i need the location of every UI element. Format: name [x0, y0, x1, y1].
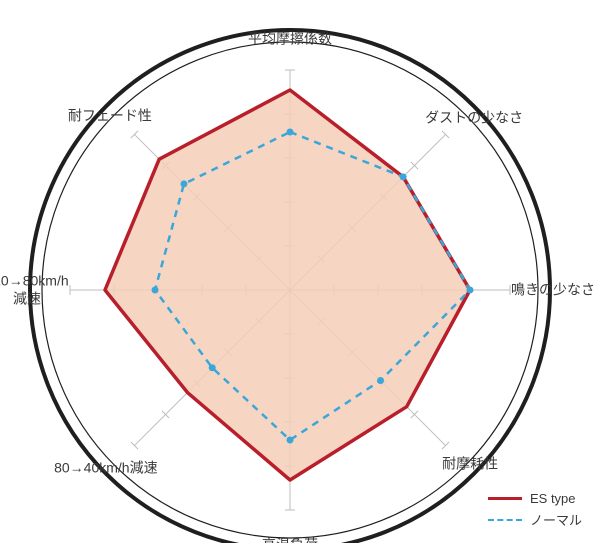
- axis-label: ダストの少なさ: [425, 109, 523, 127]
- legend-swatch-es: [488, 497, 522, 500]
- legend-label-es: ES type: [530, 491, 576, 506]
- legend-swatch-normal: [488, 519, 522, 521]
- legend-item-es: ES type: [488, 491, 582, 506]
- legend-label-normal: ノーマル: [530, 510, 582, 529]
- axis-label: 鳴きの少なさ: [511, 281, 595, 299]
- radar-chart: 平均摩擦係数ダストの少なさ鳴きの少なさ耐摩耗性高温負荷 80→40km/h減速 12…: [0, 0, 600, 543]
- axis-label: 120→80km/h 減速: [0, 273, 69, 308]
- axis-label: 高温負荷: [262, 536, 318, 543]
- axis-label: 耐フェード性: [68, 107, 152, 125]
- axis-label: 平均摩擦係数: [248, 30, 332, 48]
- axis-label: 80→40km/h減速: [54, 459, 157, 477]
- axis-label: 耐摩耗性: [442, 455, 498, 473]
- legend: ES type ノーマル: [488, 487, 582, 529]
- legend-item-normal: ノーマル: [488, 510, 582, 529]
